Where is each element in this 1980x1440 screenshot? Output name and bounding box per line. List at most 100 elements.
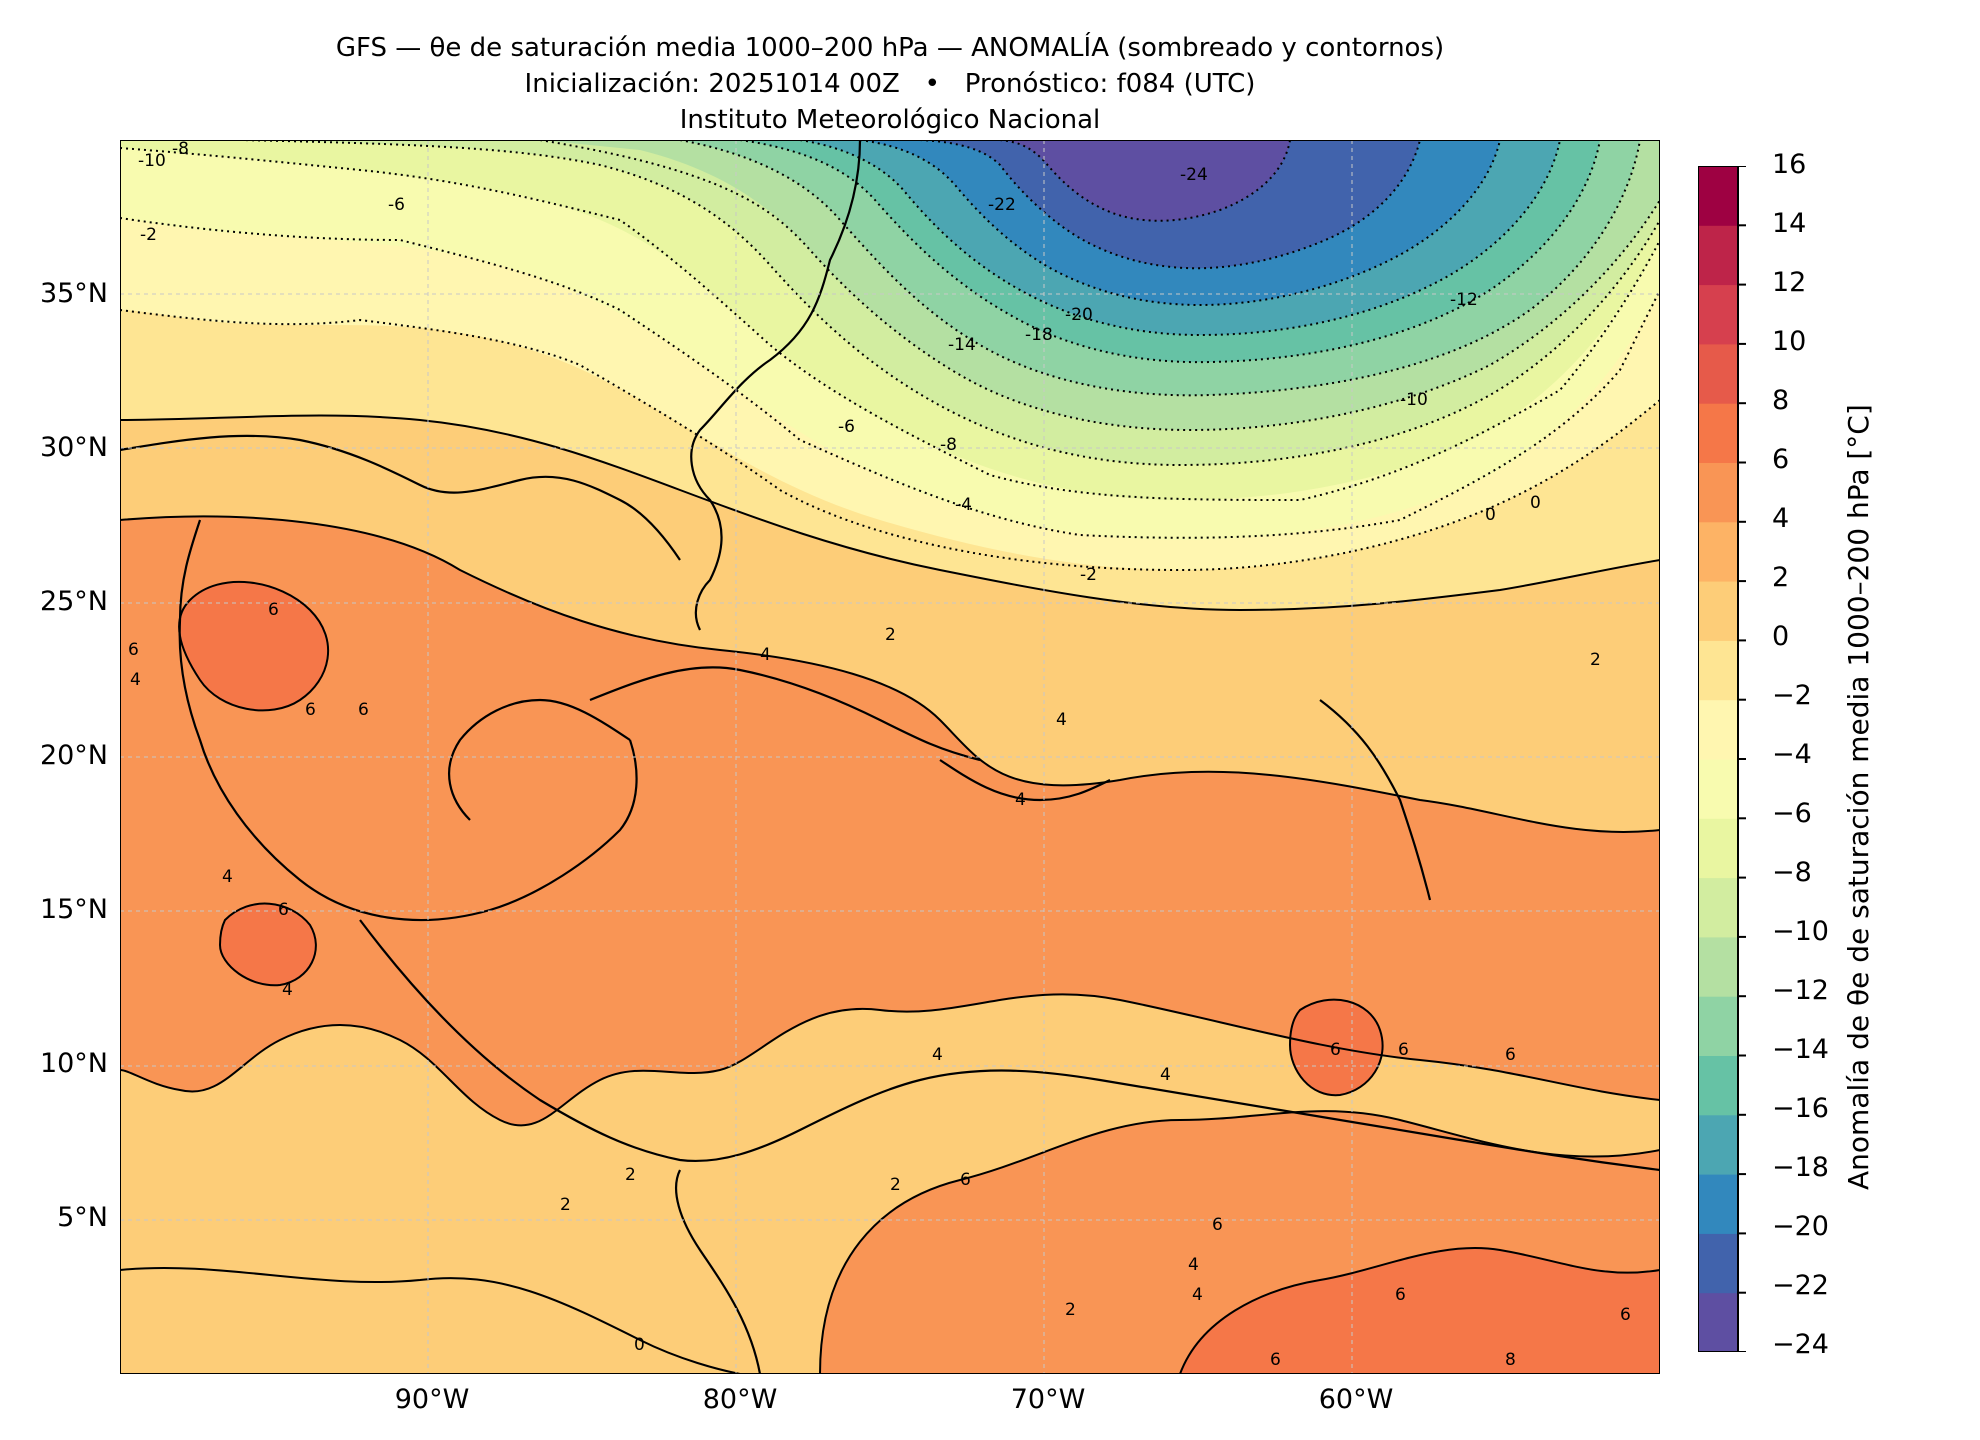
contour-label: -14 <box>948 335 976 355</box>
colorbar-tick-label: 16 <box>1772 149 1807 180</box>
field-gulf-hot <box>179 581 329 711</box>
contour-label: 4 <box>760 645 771 665</box>
colorbar-segment <box>1698 1292 1738 1352</box>
contour-label: 2 <box>560 1195 571 1215</box>
lat-label: 5°N <box>57 1202 108 1233</box>
contour-label: -6 <box>838 417 855 437</box>
contour-label: -10 <box>1400 390 1428 410</box>
lat-label: 15°N <box>39 894 108 925</box>
positive-contours <box>120 414 1660 1374</box>
contour-label: 4 <box>1056 710 1067 730</box>
coastlines <box>120 140 1660 1374</box>
anomaly-map: -10 -8 -6 -2 -22 -24 -20 -18 -14 -12 -10… <box>120 140 1660 1374</box>
contour-label: 4 <box>130 670 141 690</box>
contour-label: 4 <box>932 1045 943 1065</box>
field-pacific-hot <box>220 903 316 986</box>
contour-label: 2 <box>1590 650 1601 670</box>
contour-label: 4 <box>1160 1065 1171 1085</box>
colorbar-segment <box>1698 403 1738 463</box>
colorbar-segment <box>1698 1233 1738 1294</box>
contour-label: -22 <box>988 195 1016 215</box>
contour-label: -20 <box>1065 305 1093 325</box>
contour-label: 6 <box>1398 1040 1409 1060</box>
colorbar-segment <box>1698 284 1738 345</box>
contour-label: 0 <box>1485 505 1496 525</box>
contour-label: 4 <box>282 980 293 1000</box>
contour-label: 4 <box>1192 1285 1203 1305</box>
contour-label: -12 <box>1450 290 1478 310</box>
colorbar-tick-label: −4 <box>1772 739 1812 770</box>
colorbar-segment <box>1698 521 1738 582</box>
lat-label: 10°N <box>39 1048 108 1079</box>
colorbar-tick-label: −20 <box>1772 1211 1829 1242</box>
colorbar-tick-label: 10 <box>1772 326 1807 357</box>
contour-label: -10 <box>138 151 166 171</box>
colorbar <box>1698 166 1746 1352</box>
colorbar-tick-label: −18 <box>1772 1152 1829 1183</box>
lon-label: 60°W <box>1318 1384 1394 1415</box>
title-line-1: GFS — θe de saturación media 1000–200 hP… <box>335 33 1445 63</box>
colorbar-segment <box>1698 699 1738 760</box>
colorbar-title: Anomalía de θe de saturación media 1000–… <box>1842 404 1875 1190</box>
colorbar-tick-label: 14 <box>1772 208 1807 239</box>
colorbar-tick-label: 0 <box>1772 621 1790 652</box>
contour-label: 2 <box>890 1175 901 1195</box>
colorbar-tick-label: −8 <box>1772 857 1812 888</box>
lat-label: 20°N <box>39 740 108 771</box>
figure-title: GFS — θe de saturación media 1000–200 hP… <box>0 30 1780 138</box>
colorbar-tick-label: −16 <box>1772 1093 1829 1124</box>
title-line-3: Instituto Meteorológico Nacional <box>679 105 1101 135</box>
gridlines <box>120 140 1660 1374</box>
lat-label: 35°N <box>39 278 108 309</box>
colorbar-tick-label: −12 <box>1772 975 1829 1006</box>
field-band-4to6 <box>120 516 1660 1126</box>
contour-label: 6 <box>1330 1040 1341 1060</box>
negative-contours <box>120 140 1660 572</box>
colorbar-segment <box>1698 462 1738 523</box>
colorbar-segment <box>1698 166 1738 226</box>
contour-label: 6 <box>1620 1305 1631 1325</box>
colorbar-tick-label: −14 <box>1772 1034 1829 1065</box>
colorbar-tick-label: 2 <box>1772 562 1790 593</box>
contour-label: 6 <box>278 900 289 920</box>
lon-label: 70°W <box>1010 1384 1086 1415</box>
contour-label: -8 <box>940 435 957 455</box>
contour-label: 0 <box>1530 493 1541 513</box>
colorbar-segment <box>1698 343 1738 404</box>
contour-label: -8 <box>172 140 189 159</box>
contour-label: -24 <box>1180 165 1208 185</box>
colorbar-segment <box>1698 877 1738 938</box>
colorbar-segment <box>1698 581 1738 641</box>
colorbar-tick-label: 6 <box>1772 444 1790 475</box>
contour-label: 4 <box>222 867 233 887</box>
colorbar-segment <box>1698 759 1738 819</box>
colorbar-segment <box>1698 225 1738 286</box>
colorbar-segment <box>1698 936 1738 997</box>
contour-label: -4 <box>955 495 972 515</box>
contour-label: 6 <box>305 700 316 720</box>
field-band-neg22to24 <box>1000 140 1290 221</box>
contour-label: 6 <box>1505 1045 1516 1065</box>
contour-label: 2 <box>1065 1300 1076 1320</box>
field-band-se-hot <box>1180 1247 1660 1374</box>
contour-label: 0 <box>634 1335 645 1355</box>
contour-label: 6 <box>268 600 279 620</box>
contour-label: 4 <box>1015 790 1026 810</box>
colorbar-segment <box>1698 996 1738 1056</box>
colorbar-segment <box>1698 640 1738 701</box>
colorbar-segment <box>1698 818 1738 879</box>
colorbar-tick-label: −22 <box>1772 1270 1829 1301</box>
contour-label-group: -10 -8 -6 -2 -22 -24 -20 -18 -14 -12 -10… <box>128 140 1631 1370</box>
contour-label: 2 <box>885 625 896 645</box>
colorbar-segment <box>1698 1114 1738 1175</box>
title-line-2: Inicialización: 20251014 00Z • Pronóstic… <box>524 69 1256 99</box>
contour-label: 6 <box>128 640 139 660</box>
contour-label: -2 <box>1080 565 1097 585</box>
contour-label: 4 <box>1188 1255 1199 1275</box>
contour-label: -18 <box>1025 325 1053 345</box>
colorbar-tick-label: −10 <box>1772 916 1829 947</box>
lon-label: 90°W <box>394 1384 470 1415</box>
contour-label: 6 <box>1212 1215 1223 1235</box>
contour-label: 6 <box>960 1170 971 1190</box>
colorbar-tick-label: 4 <box>1772 503 1790 534</box>
